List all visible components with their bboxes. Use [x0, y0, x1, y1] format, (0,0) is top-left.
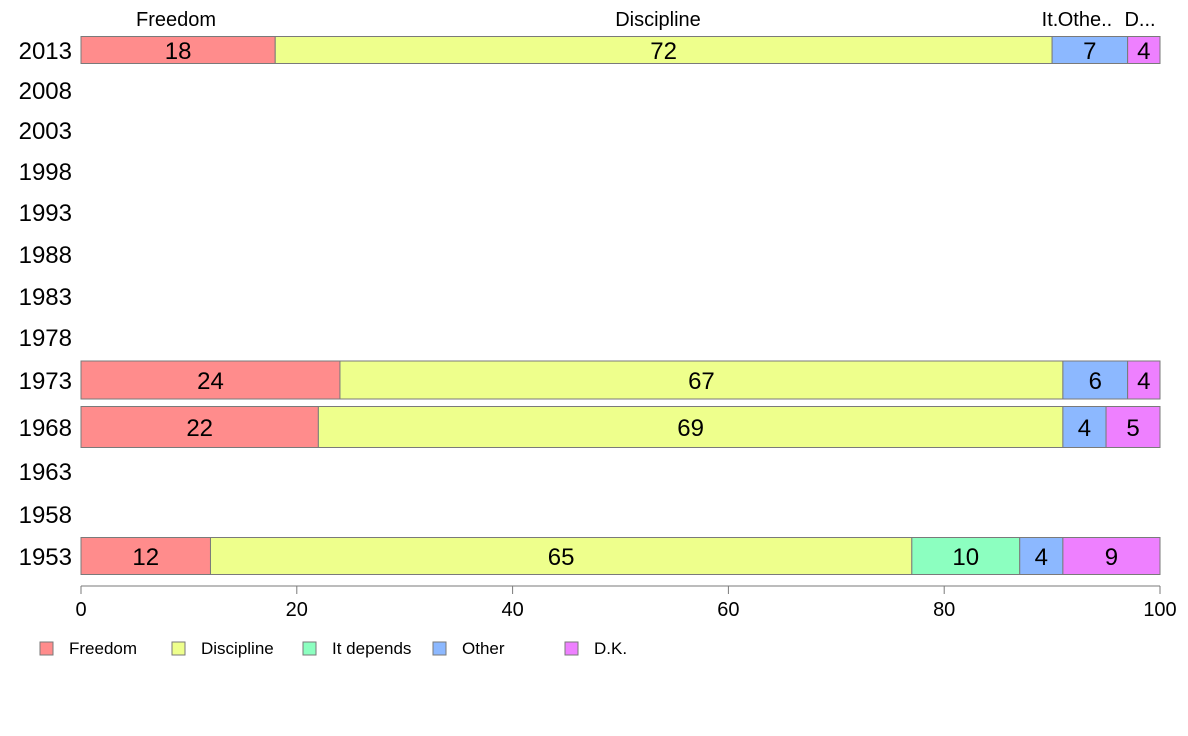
data-label-2013-other: 7	[1083, 38, 1096, 65]
bar-segment-1973-freedom	[80, 360, 341, 400]
bar-segment-1953-discipline	[209, 537, 913, 575]
y-tick-label-1978: 1978	[19, 325, 72, 352]
top-label-2: It.	[1042, 9, 1059, 31]
y-axis: 2013 2008 2003 1998 1993 1988 1983 1978 1973 1968…	[19, 38, 72, 571]
x-tick-label-40: 40	[501, 599, 523, 621]
y-tick-label-1968: 1968	[19, 415, 72, 442]
legend-label-discipline: Discipline	[201, 639, 274, 658]
legend-swatch-discipline	[171, 641, 186, 656]
legend-label-d-k-: D.K.	[594, 639, 627, 658]
bar-segment-1968-freedom	[80, 406, 319, 448]
data-label-1973-discipline: 67	[688, 368, 715, 395]
top-label-4: D...	[1124, 9, 1155, 31]
data-label-1968-d-k-: 5	[1126, 415, 1139, 442]
legend-label-it-depends: It depends	[332, 639, 411, 658]
data-label-1953-discipline: 65	[548, 544, 575, 571]
x-tick-label-100: 100	[1143, 599, 1176, 621]
x-tick-label-60: 60	[717, 599, 739, 621]
data-label-1973-d-k-: 4	[1137, 368, 1150, 395]
x-axis: 0 20 40 60 80 100	[75, 585, 1177, 621]
legend-swatch-it-depends	[302, 641, 317, 656]
legend-swatch-d-k-	[564, 641, 579, 656]
legend-swatch-freedom	[39, 641, 54, 656]
top-label-1: Discipline	[615, 9, 701, 31]
y-tick-label-1993: 1993	[19, 200, 72, 227]
y-tick-label-2008: 2008	[19, 78, 72, 105]
y-tick-label-1953: 1953	[19, 544, 72, 571]
bar-segment-2013-freedom	[80, 36, 276, 64]
y-tick-label-1973: 1973	[19, 368, 72, 395]
top-category-labels: Freedom Discipline It. Othe.. D...	[136, 9, 1156, 31]
x-tick-label-80: 80	[933, 599, 955, 621]
y-tick-label-2003: 2003	[19, 118, 72, 145]
y-tick-label-1958: 1958	[19, 502, 72, 529]
y-tick-label-1988: 1988	[19, 242, 72, 269]
bar-segment-2013-d-k-	[1127, 36, 1161, 64]
top-label-0: Freedom	[136, 9, 216, 31]
bar-segment-1973-discipline	[339, 360, 1064, 400]
data-label-1968-other: 4	[1078, 415, 1091, 442]
data-label-2013-freedom: 18	[165, 38, 192, 65]
bar-segment-1953-other	[1019, 537, 1064, 575]
data-label-1953-d-k-: 9	[1105, 544, 1118, 571]
legend-label-other: Other	[462, 639, 505, 658]
bar-segment-1968-d-k-	[1105, 406, 1161, 448]
bar-segment-1953-d-k-	[1062, 537, 1161, 575]
data-label-1968-discipline: 69	[677, 415, 704, 442]
data-label-1973-freedom: 24	[197, 368, 224, 395]
data-label-2013-discipline: 72	[650, 38, 677, 65]
data-label-1968-freedom: 22	[186, 415, 213, 442]
bar-segment-1973-other	[1062, 360, 1129, 400]
data-label-1953-other: 4	[1035, 544, 1048, 571]
y-tick-label-1963: 1963	[19, 459, 72, 486]
bar-segment-2013-other	[1051, 36, 1129, 64]
legend: Freedom Discipline It depends Other D.K.	[39, 639, 627, 658]
legend-label-freedom: Freedom	[69, 639, 137, 658]
bar-segment-2013-discipline	[274, 36, 1053, 64]
x-tick-label-20: 20	[286, 599, 308, 621]
bar-segment-1968-discipline	[317, 406, 1064, 448]
bar-segment-1953-freedom	[80, 537, 211, 575]
bar-segment-1973-d-k-	[1127, 360, 1161, 400]
data-label-1953-freedom: 12	[132, 544, 159, 571]
bars: 18 72 7 4 24 67 6 4 22 69 4 5 12 65 10 4 9	[80, 36, 1161, 575]
y-tick-label-1983: 1983	[19, 284, 72, 311]
data-label-1953-it-depends: 10	[952, 544, 979, 571]
data-label-1973-other: 6	[1089, 368, 1102, 395]
top-label-3: Othe..	[1058, 9, 1112, 31]
legend-swatch-other	[432, 641, 447, 656]
x-tick-label-0: 0	[75, 599, 86, 621]
y-tick-label-2013: 2013	[19, 38, 72, 65]
data-label-2013-d-k-: 4	[1137, 38, 1150, 65]
y-tick-label-1998: 1998	[19, 159, 72, 186]
